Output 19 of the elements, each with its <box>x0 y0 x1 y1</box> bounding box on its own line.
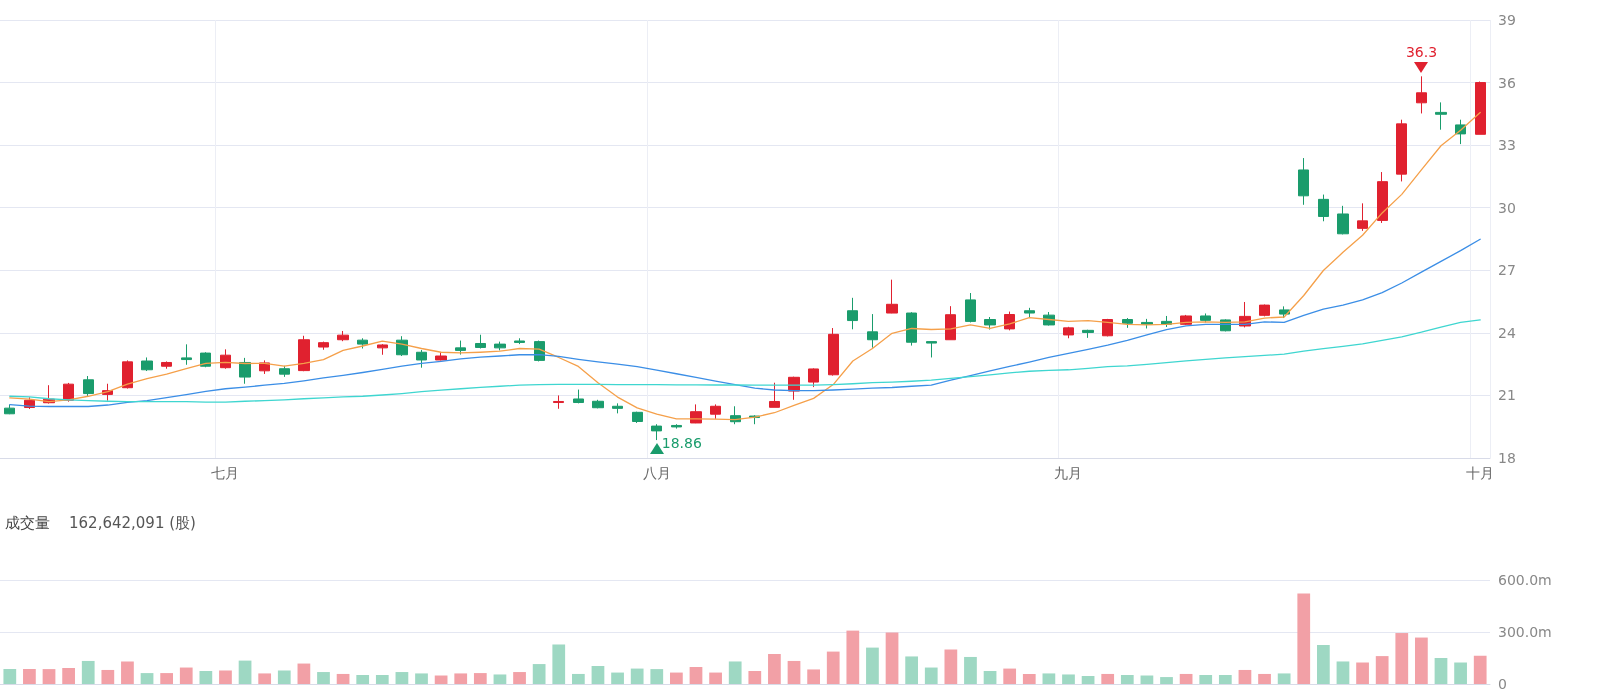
y-tick-label: 21 <box>1498 387 1516 404</box>
x-tick-label: 七月 <box>211 465 240 481</box>
y-tick-label: 0 <box>1498 676 1507 692</box>
annotation: 18.86 <box>661 435 702 452</box>
chart-subtitle: 162,642,091 (股) <box>69 513 196 532</box>
y-tick-label: 39 <box>1498 12 1516 28</box>
annotation: 36.3 <box>1405 44 1438 61</box>
y-tick-label: 36 <box>1498 74 1516 91</box>
x-tick-label: 八月 <box>642 465 671 481</box>
y-tick-label: 33 <box>1498 137 1516 154</box>
x-tick-label: 九月 <box>1054 465 1083 481</box>
y-tick-label: 24 <box>1498 324 1516 341</box>
chart-title: 成交量 <box>5 513 50 532</box>
y-tick-label: 30 <box>1498 199 1516 216</box>
y-tick-label: 600.0m <box>1498 572 1552 588</box>
y-tick-label: 300.0m <box>1498 624 1552 640</box>
y-tick-label: 18 <box>1498 450 1516 466</box>
x-tick-label: 十月 <box>1466 465 1495 481</box>
y-tick-label: 27 <box>1498 262 1516 279</box>
